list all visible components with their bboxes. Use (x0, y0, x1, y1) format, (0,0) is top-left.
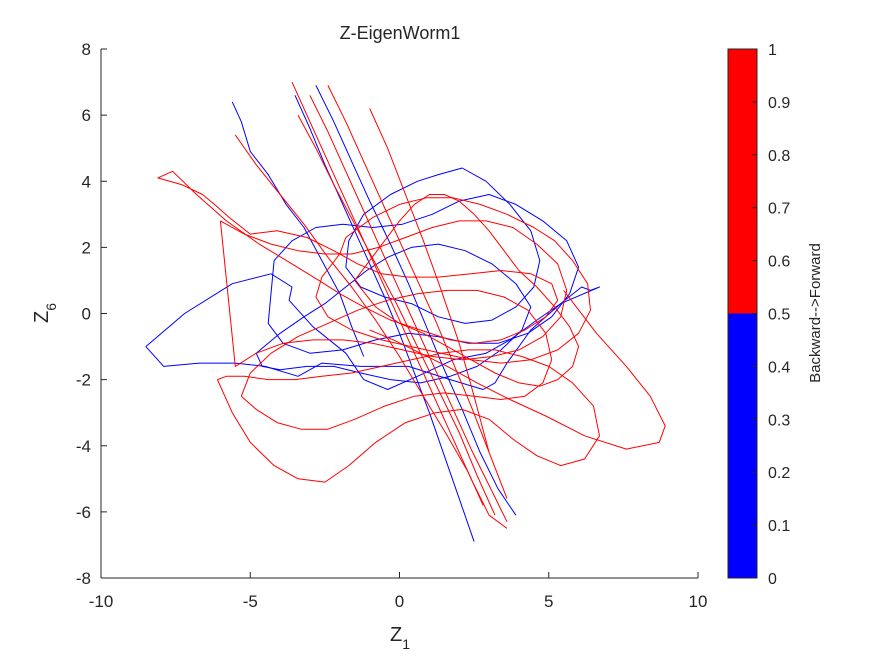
colorbar-tick-label: 1 (768, 42, 777, 59)
colorbar-tick-label: 0.3 (768, 412, 790, 429)
colorbar-segment-1 (728, 314, 757, 579)
y-axis-label-main: Z (31, 311, 53, 323)
colorbar-tick-label: 0 (768, 571, 777, 588)
y-tick-label: -2 (76, 371, 91, 390)
x-tick-label: 0 (395, 592, 404, 611)
y-tick-label: 6 (82, 106, 91, 125)
y-axis-label-subscript: 6 (43, 303, 59, 311)
colorbar-tick-label: 0.2 (768, 465, 790, 482)
colorbar-tick-label: 0.6 (768, 254, 790, 271)
x-axis-label-main: Z (390, 624, 402, 646)
chart-title: Z-EigenWorm1 (340, 23, 461, 43)
x-tick-label: -5 (243, 592, 258, 611)
x-axis-label-subscript: 1 (402, 636, 410, 652)
y-tick-label: 2 (82, 238, 91, 257)
colorbar-tick-label: 0.4 (768, 359, 790, 376)
x-tick-label: 5 (544, 592, 553, 611)
y-tick-label: 4 (82, 172, 91, 191)
colorbar-tick-label: 0.1 (768, 518, 790, 535)
colorbar-tick-label: 0.9 (768, 95, 790, 112)
x-tick-label: 10 (689, 592, 708, 611)
colorbar-tick-label: 0.5 (768, 307, 790, 324)
colorbar-tick-label: 0.8 (768, 148, 790, 165)
colorbar-label: Backward-->Forward (807, 243, 824, 383)
colorbar-segment-2 (728, 49, 757, 314)
y-tick-label: -4 (76, 437, 91, 456)
y-tick-label: -8 (76, 569, 91, 588)
colorbar-tick-label: 0.7 (768, 201, 790, 218)
y-tick-label: 0 (82, 305, 91, 324)
y-tick-label: -6 (76, 503, 91, 522)
y-tick-label: 8 (82, 40, 91, 59)
x-tick-label: -10 (89, 592, 114, 611)
